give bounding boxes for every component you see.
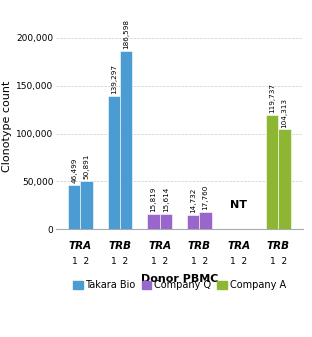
Bar — [120, 51, 132, 229]
Bar — [160, 214, 172, 229]
Text: TRA: TRA — [227, 242, 251, 251]
Text: 119,737: 119,737 — [269, 83, 275, 113]
Bar — [278, 129, 291, 229]
Bar — [199, 212, 212, 229]
Text: TRA: TRA — [148, 242, 171, 251]
Text: 104,313: 104,313 — [282, 97, 288, 127]
Text: Donor PBMC: Donor PBMC — [141, 274, 218, 284]
Text: TRA: TRA — [69, 242, 92, 251]
Text: 46,499: 46,499 — [71, 157, 77, 183]
Bar — [80, 181, 93, 229]
Text: TRB: TRB — [109, 242, 131, 251]
Text: 15,819: 15,819 — [150, 187, 156, 212]
Text: 1  2: 1 2 — [230, 257, 247, 266]
Bar — [187, 215, 199, 229]
Bar — [68, 185, 80, 229]
Y-axis label: Clonotype count: Clonotype count — [2, 81, 12, 172]
Text: 50,891: 50,891 — [84, 153, 90, 179]
Bar — [266, 115, 278, 229]
Text: 1  2: 1 2 — [191, 257, 208, 266]
Text: TRB: TRB — [188, 242, 211, 251]
Text: 1  2: 1 2 — [72, 257, 89, 266]
Text: TRB: TRB — [267, 242, 290, 251]
Text: 1  2: 1 2 — [151, 257, 168, 266]
Text: 186,598: 186,598 — [123, 19, 129, 49]
Text: 139,297: 139,297 — [111, 64, 117, 94]
Bar — [147, 214, 160, 229]
Text: 15,614: 15,614 — [163, 187, 169, 212]
Legend: Takara Bio, Company Q, Company A: Takara Bio, Company Q, Company A — [69, 276, 290, 294]
Bar — [108, 96, 120, 229]
Text: 1  2: 1 2 — [111, 257, 129, 266]
Text: 14,732: 14,732 — [190, 188, 196, 213]
Text: 17,760: 17,760 — [202, 185, 208, 210]
Text: NT: NT — [230, 200, 247, 210]
Text: 1  2: 1 2 — [270, 257, 287, 266]
